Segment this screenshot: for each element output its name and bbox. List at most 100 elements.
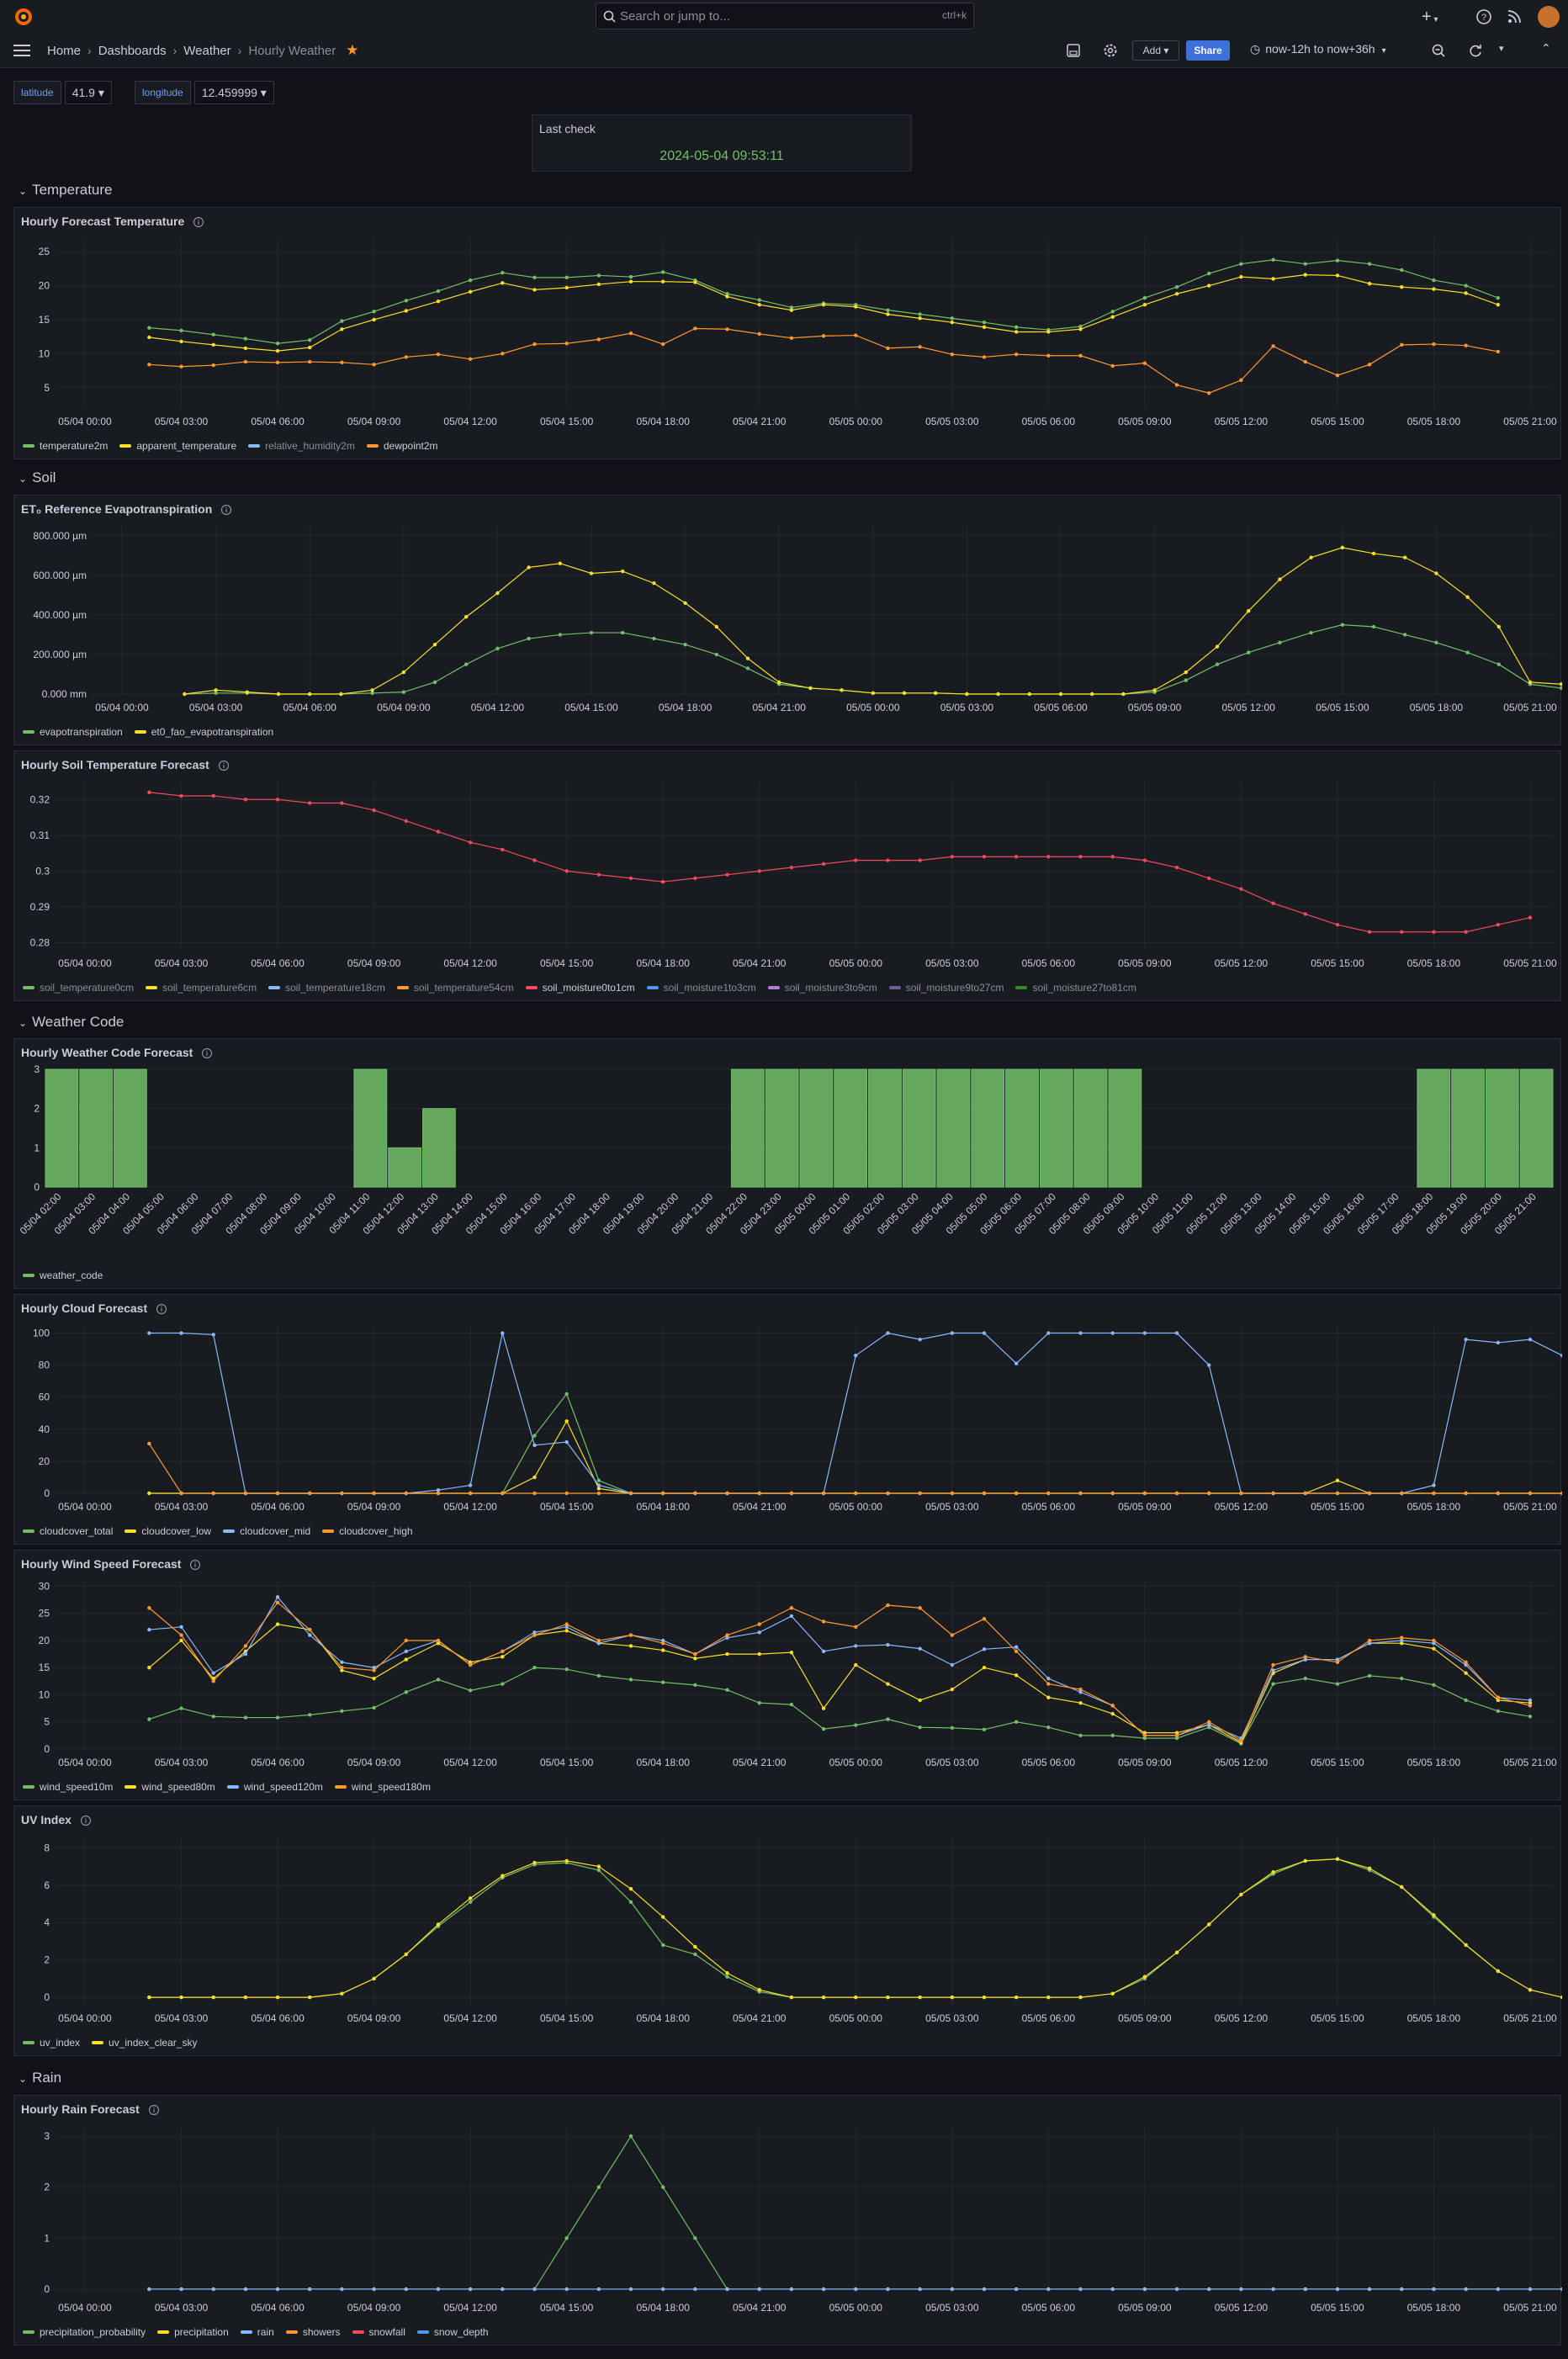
settings-gear-icon[interactable] [1102, 42, 1119, 59]
data-point-cloudcover-high [596, 1491, 601, 1496]
menu-icon[interactable] [13, 44, 30, 57]
info-icon[interactable] [80, 1815, 92, 1826]
row-title: Weather Code [32, 1014, 124, 1030]
info-icon[interactable] [220, 504, 232, 516]
legend-item-soil-temperature18cm[interactable]: soil_temperature18cm [268, 982, 385, 994]
panel-cloud[interactable]: Hourly Cloud Forecast 0 20 40 60 80 100 05/04 0… [13, 1294, 1562, 1545]
x-tick-label: 05/05 00:00 [829, 1501, 883, 1513]
refresh-icon[interactable] [1467, 42, 1484, 59]
legend-item-cloudcover-low[interactable]: cloudcover_low [124, 1525, 211, 1537]
new-menu-button[interactable]: + ▾ [1422, 8, 1438, 26]
grafana-logo[interactable] [13, 7, 34, 27]
legend-item-soil-temperature0cm[interactable]: soil_temperature0cm [23, 982, 134, 994]
data-point-wind-speed80m [372, 1676, 376, 1681]
y-tick-label: 800.000 µm [33, 530, 87, 542]
time-range-picker[interactable]: ◷ now-12h to now+36h ▾ [1250, 42, 1386, 56]
legend-item-et0-fao-evapotranspiration[interactable]: et0_fao_evapotranspiration [134, 726, 273, 738]
legend-item-soil-moisture0to1cm[interactable]: soil_moisture0to1cm [525, 982, 635, 994]
legend-item-rain[interactable]: rain [240, 2326, 274, 2338]
data-point-soil-moisture0to1cm [1400, 930, 1404, 934]
legend-item-precipitation-probability[interactable]: precipitation_probability [23, 2326, 146, 2338]
breadcrumb-dashboards[interactable]: Dashboards [98, 43, 167, 58]
info-icon[interactable] [218, 760, 230, 771]
panel-soil[interactable]: Hourly Soil Temperature Forecast 0.28 0.29… [13, 750, 1561, 1001]
row-soil[interactable]: ⌄ Soil [19, 469, 56, 486]
data-point-wind-speed80m [982, 1666, 987, 1670]
legend-item-temperature2m[interactable]: temperature2m [23, 440, 108, 452]
variable-longitude-select[interactable]: 12.459999 ▾ [193, 81, 274, 104]
legend-item-weather-code[interactable]: weather_code [23, 1270, 103, 1281]
panel-evapotranspiration[interactable]: ET₀ Reference Evapotranspiration 0.000 mm… [13, 495, 1562, 745]
zoom-out-icon[interactable] [1430, 42, 1447, 59]
legend-item-soil-moisture27to81cm[interactable]: soil_moisture27to81cm [1015, 982, 1136, 994]
data-point-soil-moisture0to1cm [1110, 855, 1115, 859]
legend-item-soil-temperature54cm[interactable]: soil_temperature54cm [396, 982, 514, 994]
panel-rain[interactable]: Hourly Rain Forecast 0 1 2 3 05/04 00:00 05/04… [13, 2095, 1562, 2346]
star-icon[interactable]: ★ [346, 42, 359, 58]
legend-item-apparent-temperature[interactable]: apparent_temperature [119, 440, 236, 452]
help-icon[interactable]: ? [1474, 7, 1494, 27]
panel-uv[interactable]: UV Index 0 2 4 6 8 05/04 00:00 05/04 03:00 05/04… [13, 1805, 1562, 2056]
legend-item-evapotranspiration[interactable]: evapotranspiration [23, 726, 123, 738]
share-button[interactable]: Share [1186, 40, 1230, 61]
data-point-wind-speed180m [243, 1644, 248, 1648]
legend-item-soil-moisture9to27cm[interactable]: soil_moisture9to27cm [888, 982, 1004, 994]
legend-swatch [248, 444, 261, 448]
legend-item-uv-index[interactable]: uv_index [23, 2037, 80, 2049]
legend-item-dewpoint2m[interactable]: dewpoint2m [366, 440, 438, 452]
data-point-wind-speed10m [1014, 1720, 1019, 1724]
legend-item-cloudcover-mid[interactable]: cloudcover_mid [223, 1525, 310, 1537]
x-tick-label: 05/04 21:00 [733, 416, 787, 427]
legend-item-soil-temperature6cm[interactable]: soil_temperature6cm [146, 982, 257, 994]
legend-item-wind-speed120m[interactable]: wind_speed120m [226, 1781, 323, 1793]
legend-item-precipitation[interactable]: precipitation [157, 2326, 229, 2338]
legend-item-snow-depth[interactable]: snow_depth [416, 2326, 489, 2338]
avatar[interactable] [1538, 6, 1560, 28]
x-tick-label: 05/04 18:00 [659, 702, 712, 713]
legend-item-relative-humidity2m[interactable]: relative_humidity2m [248, 440, 355, 452]
legend-item-uv-index-clear-sky[interactable]: uv_index_clear_sky [92, 2037, 197, 2049]
legend-swatch [146, 986, 158, 989]
last-check-panel[interactable]: Last check 2024-05-04 09:53:11 [532, 114, 912, 172]
panel-weather-code[interactable]: Hourly Weather Code Forecast 0 1 2 3 05/04 02… [13, 1038, 1561, 1289]
refresh-interval-chevron-icon[interactable]: ▾ [1499, 44, 1504, 54]
rss-icon[interactable] [1504, 7, 1524, 27]
data-point-wind-speed120m [1207, 1722, 1211, 1727]
row-rain[interactable]: ⌄ Rain [19, 2070, 61, 2086]
legend-item-wind-speed80m[interactable]: wind_speed80m [124, 1781, 215, 1793]
legend-item-cloudcover-high[interactable]: cloudcover_high [322, 1525, 413, 1537]
legend-item-showers[interactable]: showers [285, 2326, 341, 2338]
data-point-soil-moisture0to1cm [564, 869, 569, 873]
series-line-apparent-temperature [149, 274, 1499, 352]
info-icon[interactable] [193, 216, 204, 228]
legend-item-cloudcover-total[interactable]: cloudcover_total [23, 1525, 113, 1537]
panel-temperature[interactable]: Hourly Forecast Temperature 5 10 15 20 25 05/0… [13, 207, 1561, 459]
x-tick-label: 05/05 03:00 [925, 1501, 979, 1513]
legend-item-soil-moisture1to3cm[interactable]: soil_moisture1to3cm [646, 982, 756, 994]
variable-latitude-select[interactable]: 41.9 ▾ [64, 81, 112, 104]
legend-item-wind-speed10m[interactable]: wind_speed10m [23, 1781, 113, 1793]
row-weather-code[interactable]: ⌄ Weather Code [19, 1014, 124, 1031]
data-point-wind-speed180m [1335, 1660, 1340, 1664]
legend-item-snowfall[interactable]: snowfall [352, 2326, 405, 2338]
search-input[interactable]: Search or jump to... ctrl+k [596, 3, 974, 29]
info-icon[interactable] [148, 2104, 160, 2116]
legend-item-wind-speed180m[interactable]: wind_speed180m [334, 1781, 431, 1793]
data-point-temperature2m [1110, 310, 1115, 314]
data-point-uv-index [661, 1943, 665, 1948]
info-icon[interactable] [189, 1559, 201, 1571]
legend-item-soil-moisture3to9cm[interactable]: soil_moisture3to9cm [767, 982, 877, 994]
data-point-dewpoint2m [693, 326, 697, 331]
breadcrumb-home[interactable]: Home [47, 43, 82, 58]
save-icon[interactable] [1065, 42, 1082, 59]
y-tick-label: 0.000 mm [42, 688, 87, 700]
panel-wind[interactable]: Hourly Wind Speed Forecast 0 5 10 15 20 25 30 05… [13, 1550, 1561, 1800]
row-temperature[interactable]: ⌄ Temperature [19, 182, 113, 199]
info-icon[interactable] [201, 1047, 213, 1059]
breadcrumb-weather[interactable]: Weather [183, 43, 231, 58]
data-point-dewpoint2m [950, 352, 955, 357]
data-point-uv-index-clear-sky [501, 1874, 505, 1878]
add-button[interactable]: Add ▾ [1132, 40, 1179, 61]
collapse-chevron-up-icon[interactable]: ⌃ [1541, 41, 1551, 55]
info-icon[interactable] [156, 1303, 167, 1315]
